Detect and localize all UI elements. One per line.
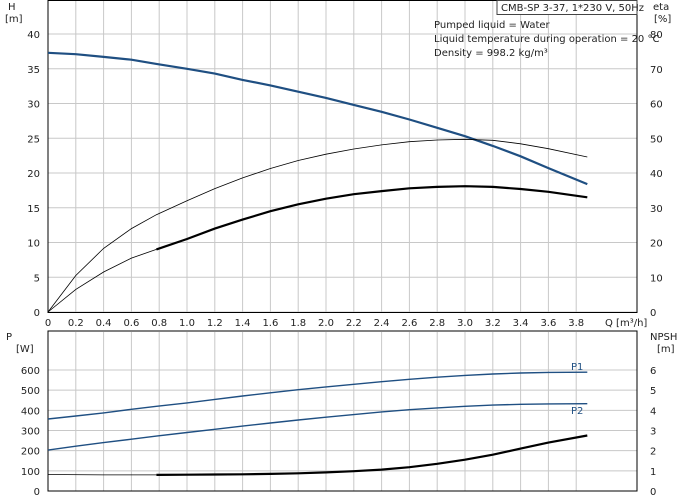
power-tick-label: 0 — [34, 487, 40, 498]
eta-tick-label: 10 — [650, 273, 663, 284]
head-axis-ticks: 0 5 10 15 20 25 30 35 40 — [27, 30, 40, 319]
density-note: Density = 998.2 kg/m³ — [434, 48, 548, 59]
power-axis-ticks: 0 100 200 300 400 500 600 — [21, 366, 40, 498]
q-tick-label: 1.2 — [207, 318, 223, 329]
eta-tick-label: 20 — [650, 239, 663, 250]
q-tick-label: 2.6 — [401, 318, 417, 329]
eta-axis-unit: [%] — [654, 14, 671, 25]
q-tick-label: 2.8 — [429, 318, 445, 329]
series-head-line — [47, 51, 588, 186]
top-plot-frame — [47, 0, 638, 313]
power-axis-unit: [W] — [16, 344, 34, 355]
head-tick-label: 15 — [27, 204, 40, 215]
power-npsh-panel: 0 100 200 300 400 500 600 0 1 2 3 4 5 6 P [W] NPSH [… — [6, 330, 677, 498]
series-eta-thin-line — [47, 138, 588, 313]
q-tick-label: 0.4 — [96, 318, 112, 329]
q-tick-label: 3.0 — [457, 318, 473, 329]
eta-axis-label: eta — [653, 2, 669, 13]
head-tick-label: 10 — [27, 239, 40, 250]
q-tick-label: 0.2 — [68, 318, 84, 329]
series-eta-thick-line — [156, 185, 588, 251]
npsh-tick-label: 2 — [650, 447, 656, 458]
npsh-tick-label: 6 — [650, 366, 656, 377]
npsh-tick-label: 0 — [650, 487, 656, 498]
eta-tick-label: 30 — [650, 204, 663, 215]
power-tick-label: 100 — [21, 467, 40, 478]
head-tick-label: 20 — [27, 169, 40, 180]
eta-tick-label: 40 — [650, 169, 663, 180]
q-tick-label: 3.4 — [513, 318, 529, 329]
head-tick-label: 40 — [27, 30, 40, 41]
q-tick-label: 0.8 — [151, 318, 167, 329]
q-tick-label: 0 — [45, 318, 51, 329]
q-tick-label: 0.6 — [123, 318, 139, 329]
series-eta-thin-lower-line — [47, 249, 157, 313]
top-grid — [47, 1, 637, 313]
npsh-tick-label: 4 — [650, 406, 656, 417]
eta-tick-label: 0 — [650, 308, 656, 319]
q-tick-label: 2.0 — [318, 318, 334, 329]
head-tick-label: 5 — [34, 273, 40, 284]
eta-axis-ticks: 0 10 20 30 40 50 60 70 80 — [650, 30, 663, 319]
npsh-tick-label: 1 — [650, 467, 656, 478]
series-P1-line — [47, 371, 588, 420]
q-tick-label: 2.4 — [374, 318, 390, 329]
q-tick-label: 1.8 — [290, 318, 306, 329]
power-axis-label: P — [6, 332, 12, 343]
head-tick-label: 25 — [27, 134, 40, 145]
power-tick-label: 600 — [21, 366, 40, 377]
q-tick-label: 1.6 — [262, 318, 278, 329]
q-tick-label: 3.8 — [568, 318, 584, 329]
npsh-axis-unit: [m] — [657, 344, 675, 355]
q-tick-label: 2.2 — [346, 318, 362, 329]
series-P2-line — [47, 403, 588, 451]
p1-series-label: P1 — [571, 362, 583, 373]
liquid-temperature-note: Liquid temperature during operation = 20… — [434, 34, 659, 45]
npsh-tick-label: 5 — [650, 386, 656, 397]
q-tick-label: 3.6 — [540, 318, 556, 329]
power-tick-label: 200 — [21, 447, 40, 458]
head-tick-label: 35 — [27, 65, 40, 76]
bottom-series — [47, 371, 588, 476]
npsh-axis-ticks: 0 1 2 3 4 5 6 — [650, 366, 656, 498]
p2-series-label: P2 — [571, 406, 583, 417]
head-tick-label: 30 — [27, 100, 40, 111]
head-axis-label: H — [8, 2, 16, 13]
pumped-liquid-note: Pumped liquid = Water — [434, 20, 551, 31]
pump-title: CMB-SP 3-37, 1*230 V, 50Hz — [501, 3, 644, 14]
bottom-plot-frame — [47, 330, 638, 492]
power-tick-label: 300 — [21, 426, 40, 437]
q-axis-label: Q [m³/h] — [605, 318, 647, 329]
q-tick-label: 3.2 — [485, 318, 501, 329]
q-tick-label: 1.4 — [235, 318, 251, 329]
eta-tick-label: 50 — [650, 134, 663, 145]
pump-title-box — [496, 0, 638, 15]
q-axis-ticks: 0 0.2 0.4 0.6 0.8 1.0 1.2 1.4 1.6 1.8 2.0 2.2 2.4 2.6… — [45, 318, 584, 329]
npsh-axis-label: NPSH — [650, 332, 677, 343]
q-tick-label: 1.0 — [179, 318, 195, 329]
series-npsh-thick-line — [156, 434, 588, 476]
eta-tick-label: 60 — [650, 100, 663, 111]
head-axis-unit: [m] — [5, 14, 23, 25]
bottom-grid — [47, 332, 637, 492]
npsh-tick-label: 3 — [650, 426, 656, 437]
head-tick-label: 0 — [34, 308, 40, 319]
power-tick-label: 500 — [21, 386, 40, 397]
top-series — [47, 51, 588, 313]
eta-tick-label: 80 — [650, 30, 663, 41]
power-tick-label: 400 — [21, 406, 40, 417]
eta-tick-label: 70 — [650, 65, 663, 76]
